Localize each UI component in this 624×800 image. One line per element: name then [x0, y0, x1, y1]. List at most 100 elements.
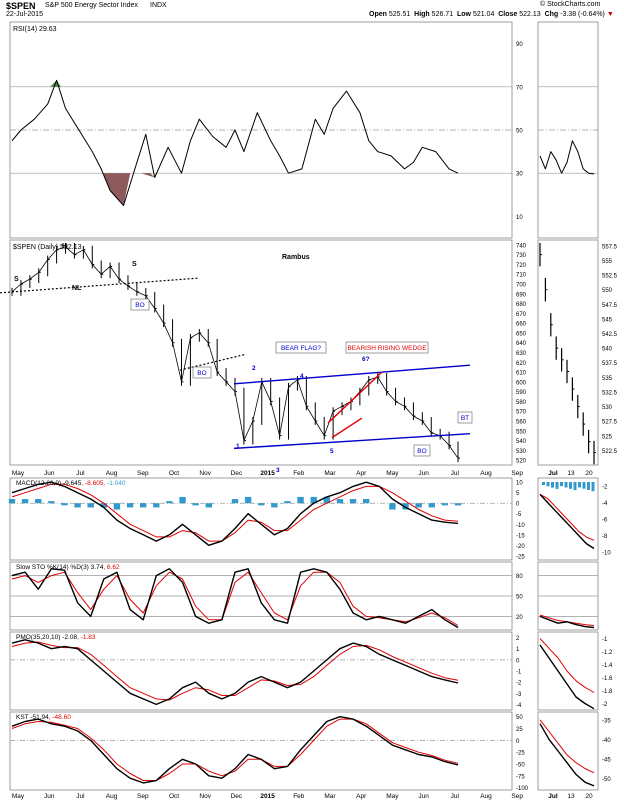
ohlc-readout: Open 525.51 High 526.71 Low 521.04 Close…: [369, 11, 614, 18]
macd-histogram-bar: [21, 499, 29, 504]
macd-histogram-bar: [100, 503, 108, 508]
macd-side-histogram-bar: [551, 482, 554, 488]
macd-side-histogram-bar: [546, 482, 550, 487]
side-y-tick-label: 550: [602, 288, 613, 294]
rsi-side-line: [539, 140, 595, 175]
kst-legend: KST -51.94, -48.60: [16, 714, 71, 721]
x-tick-label: Jul: [451, 470, 460, 477]
macd-side-histogram-bar: [569, 482, 572, 489]
sto-side-line: [539, 615, 595, 629]
y-tick-label: 550: [516, 429, 527, 435]
y-tick-label: 70: [516, 85, 523, 91]
y-tick-label: -1: [516, 670, 522, 676]
y-tick-label: 520: [516, 459, 527, 465]
macd-side-histogram-bar: [555, 482, 559, 489]
macd-side-histogram-bar: [564, 482, 568, 488]
macd-histogram-bar: [323, 496, 331, 504]
y-tick-label: 610: [516, 371, 527, 377]
macd-histogram-bar: [428, 503, 435, 508]
y-tick-label: 740: [516, 243, 527, 249]
macd-histogram-bar: [139, 503, 147, 508]
x-tick-label: 2015: [260, 793, 275, 800]
side-y-tick-label: 545: [602, 317, 613, 323]
side-y-tick-label: 555: [602, 259, 613, 265]
pmo-line: [11, 639, 459, 706]
x-tick-label: May: [386, 470, 399, 477]
rambus-annotation: Rambus: [282, 254, 310, 261]
side-y-tick-label: -35: [602, 718, 611, 724]
x-tick-label: Nov: [199, 470, 211, 477]
bearish-rising-wedge-label-box: [345, 341, 429, 354]
sto-line: [11, 568, 459, 629]
x-tick-label: Nov: [199, 793, 211, 800]
pattern-label: S: [14, 276, 19, 283]
x-tick-label: May: [12, 793, 25, 800]
macd-side-histogram-bar: [587, 482, 590, 490]
side-y-tick-label: 547.5: [602, 303, 618, 309]
macd-histogram-bar: [166, 501, 173, 504]
y-tick-label: -5: [516, 512, 522, 518]
y-tick-label: -15: [516, 533, 525, 539]
macd-side-histogram-bar: [560, 482, 563, 487]
side-y-tick-label: 557.5: [602, 244, 618, 250]
kst-side-line: [539, 723, 595, 787]
side-y-tick-label: 535: [602, 376, 613, 382]
wave-label: 2: [252, 365, 256, 372]
macd-side-line: [539, 493, 595, 550]
side-y-tick-label: 522.5: [602, 449, 618, 455]
x-tick-label: Jun: [418, 470, 429, 477]
price-side-panel-frame: [537, 239, 599, 466]
bt-callout-box: [457, 411, 473, 424]
side-x-tick-label: 13: [567, 793, 575, 800]
y-tick-label: -25: [516, 554, 525, 560]
macd-histogram-bar: [389, 503, 396, 510]
close-value: 522.13: [519, 11, 541, 18]
macd-histogram-bar: [113, 503, 121, 510]
macd-histogram-bar: [244, 496, 252, 504]
y-tick-label: 540: [516, 439, 527, 445]
y-tick-label: -75: [516, 774, 525, 780]
macd-line: [11, 481, 459, 546]
y-tick-label: 10: [516, 215, 523, 221]
x-tick-label: Oct: [169, 470, 179, 477]
y-tick-label: 5: [516, 491, 520, 497]
y-tick-label: -20: [516, 544, 525, 550]
breakdown-line: [179, 353, 246, 371]
x-tick-label: Oct: [169, 793, 179, 800]
price-panel-frame: [9, 239, 513, 466]
side-y-tick-label: -6: [602, 518, 608, 524]
close-label: Close: [498, 11, 518, 18]
side-y-tick-label: 532.5: [602, 390, 618, 396]
y-tick-label: -50: [516, 763, 525, 769]
open-label: Open: [369, 11, 387, 18]
y-tick-label: -2: [516, 681, 522, 687]
y-tick-label: 620: [516, 361, 527, 367]
side-y-tick-label: -2: [602, 702, 608, 708]
bo-callout: BO: [197, 370, 206, 377]
macd-histogram-bar: [362, 499, 370, 504]
y-tick-label: 50: [516, 715, 523, 721]
y-tick-label: 2: [516, 636, 520, 642]
y-tick-label: 630: [516, 351, 527, 357]
macd-histogram-bar: [153, 503, 160, 508]
kst-line: [11, 716, 459, 784]
y-tick-label: -4: [516, 703, 522, 709]
pattern-label: H: [62, 243, 67, 250]
change-down-icon: ▼: [606, 11, 614, 18]
y-tick-label: 90: [516, 42, 523, 48]
x-tick-label: Aug: [480, 793, 492, 800]
side-y-tick-label: 537.5: [602, 361, 618, 367]
y-tick-label: 50: [516, 595, 523, 601]
y-tick-label: -10: [516, 523, 525, 529]
y-tick-label: 650: [516, 331, 527, 337]
x-tick-label: 2015: [260, 470, 275, 477]
bt-callout: BT: [461, 415, 469, 422]
macd-side-panel-frame: [537, 477, 599, 561]
wave-label: 6?: [362, 356, 370, 363]
rsi-line: [11, 79, 459, 207]
macd-histogram-bar: [8, 499, 16, 504]
sto-legend: Slow STO %K(14) %D(3) 3.74, 6.62: [16, 564, 120, 571]
side-y-tick-label: 525: [602, 434, 613, 440]
y-tick-label: -3: [516, 692, 522, 698]
side-y-tick-label: -45: [602, 757, 611, 763]
